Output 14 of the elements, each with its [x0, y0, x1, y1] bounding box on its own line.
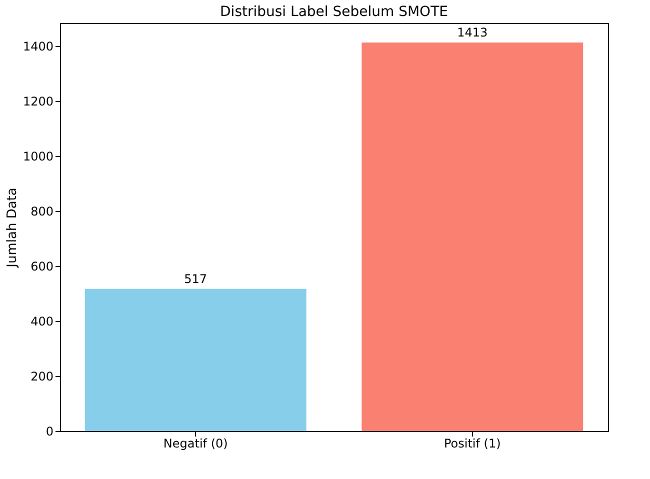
y-tick-label: 600: [30, 260, 54, 274]
y-tick-label: 1000: [22, 150, 54, 164]
y-tick-label: 400: [30, 314, 54, 329]
data-label: 1413: [457, 26, 488, 40]
y-axis-title: Jumlah Data: [4, 188, 20, 268]
x-tick-label: Positif (1): [444, 436, 501, 450]
y-tick-label: 1400: [22, 40, 54, 54]
y-tick-label: 1200: [22, 94, 54, 109]
data-label: 517: [184, 272, 208, 286]
chart-title: Distribusi Label Sebelum SMOTE: [220, 4, 448, 20]
y-tick-label: 0: [46, 424, 54, 438]
y-tick-label: 200: [30, 370, 54, 384]
y-tick-label: 800: [30, 204, 54, 219]
x-tick-label: Negatif (0): [163, 436, 228, 450]
